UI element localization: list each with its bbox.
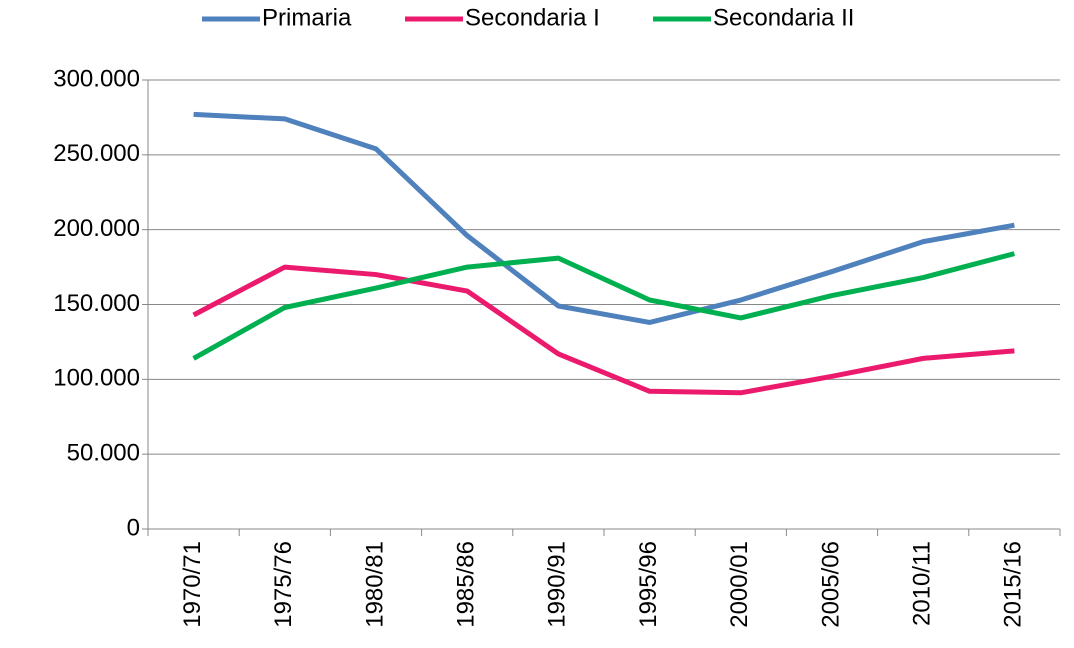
legend-label: Primaria xyxy=(262,4,352,31)
y-tick-label: 100.000 xyxy=(53,365,140,392)
line-series xyxy=(192,251,1016,361)
x-tick-label: 2015/16 xyxy=(1000,541,1027,628)
y-tick-label: 300.000 xyxy=(53,65,140,92)
x-tick-label: 2010/11 xyxy=(909,541,936,626)
x-tick-label: 1970/71 xyxy=(179,541,206,628)
y-tick-label: 200.000 xyxy=(53,215,140,242)
y-tick-label: 50.000 xyxy=(67,440,140,467)
line-series xyxy=(193,111,1015,325)
x-tick-label: 1995/96 xyxy=(635,541,662,628)
legend-label: Secondaria II xyxy=(713,4,854,31)
x-tick-label: 1980/81 xyxy=(361,541,388,628)
x-tick-label: 2000/01 xyxy=(726,541,753,628)
y-tick-label: 0 xyxy=(127,514,140,541)
y-tick-label: 150.000 xyxy=(53,290,140,317)
x-tick-label: 2005/06 xyxy=(817,541,844,628)
legend-label: Secondaria I xyxy=(465,4,600,31)
x-tick-label: 1990/91 xyxy=(544,541,571,628)
x-tick-label: 1985/86 xyxy=(453,541,480,628)
x-tick-label: 1975/76 xyxy=(270,541,297,628)
y-tick-label: 250.000 xyxy=(53,140,140,167)
line-series xyxy=(192,264,1015,396)
